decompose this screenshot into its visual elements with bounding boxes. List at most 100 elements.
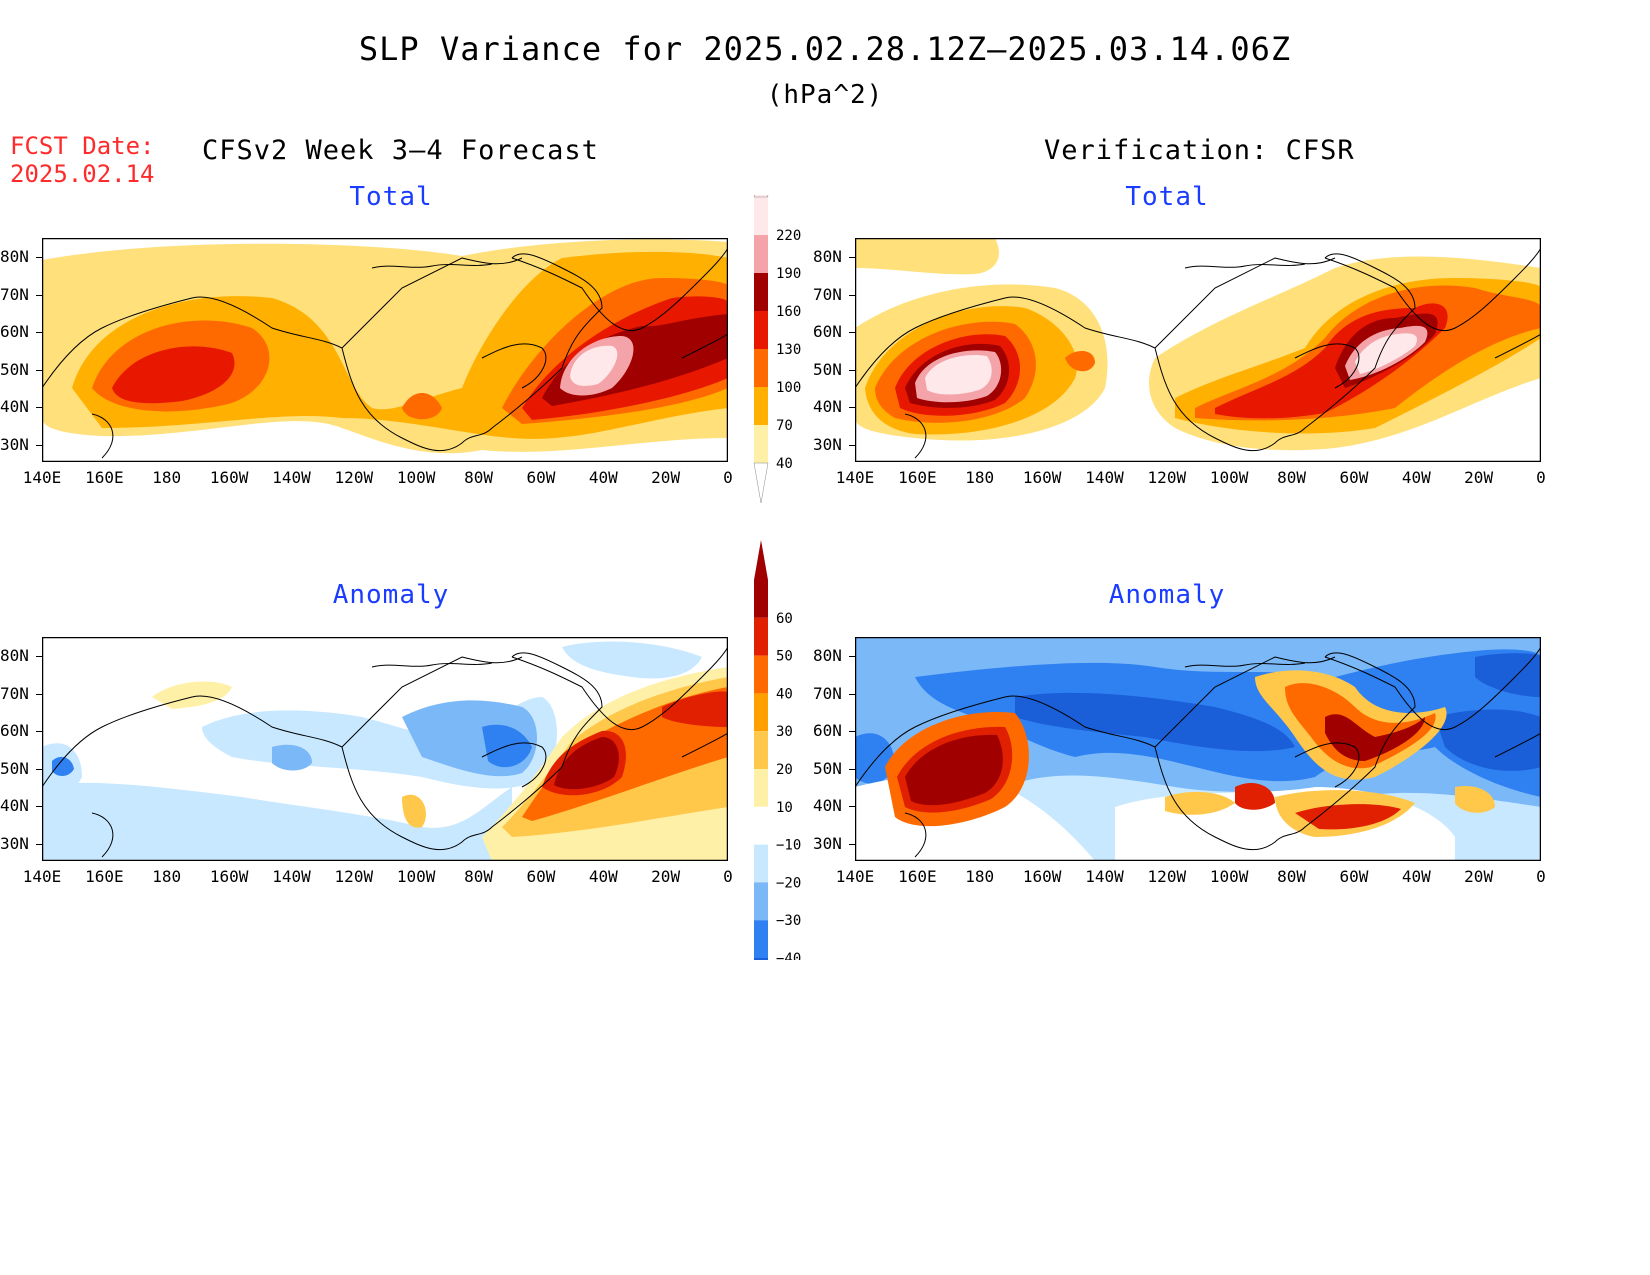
colorbar-anomaly-swatch <box>754 655 768 694</box>
map-forecast-anomaly <box>42 637 728 861</box>
colorbar-total-swatch <box>754 311 768 349</box>
colorbar-total-label: 190 <box>776 266 801 282</box>
lon-tick-label: 160E <box>85 867 124 886</box>
colorbar-anomaly-swatch <box>754 844 768 883</box>
variance-shading <box>42 239 728 454</box>
lat-tick-mark <box>849 843 855 845</box>
lat-tick-label: 40N <box>0 397 29 416</box>
lon-tick-label: 140E <box>835 867 875 886</box>
lat-tick-mark <box>36 656 42 657</box>
lon-tick-label: 100W <box>396 867 436 886</box>
lat-tick-mark <box>849 806 855 807</box>
lat-tick-label: 40N <box>813 796 842 815</box>
lat-tick-mark <box>36 731 42 732</box>
lat-tick-label: 40N <box>813 397 842 416</box>
forecast-header: CFSv2 Week 3‒4 Forecast <box>202 135 599 166</box>
lat-tick-mark <box>849 332 855 333</box>
colorbar-total-label: 40 <box>776 456 793 472</box>
lon-tick-label: 120W <box>1147 468 1187 487</box>
figure-title: SLP Variance for 2025.02.28.12Z‒2025.03.… <box>358 30 1292 68</box>
colorbar-anomaly-label: 60 <box>776 611 793 627</box>
lat-tick-mark <box>36 444 42 446</box>
lon-tick-label: 180 <box>152 867 182 886</box>
lat-tick-mark <box>36 332 42 333</box>
lon-tick-label: 20W <box>1464 468 1494 487</box>
colorbar-total-label: 70 <box>776 418 793 434</box>
lon-tick-label: 180 <box>152 468 182 487</box>
lat-tick-label: 60N <box>0 721 29 740</box>
lon-tick-label: 60W <box>526 867 556 886</box>
lat-tick-mark <box>36 369 42 371</box>
colorbar-total-swatch <box>754 425 768 463</box>
colorbar-total-swatch <box>754 235 768 273</box>
lon-tick-label: 120W <box>334 867 374 886</box>
lon-tick-label: 20W <box>651 867 681 886</box>
colorbar-total-arrow-bottom <box>753 462 769 504</box>
lat-tick-label: 60N <box>0 322 29 341</box>
lat-tick-label: 60N <box>813 721 842 740</box>
lat-tick-mark <box>36 843 42 845</box>
lat-tick-label: 50N <box>813 758 842 778</box>
lat-tick-label: 30N <box>0 434 29 454</box>
colorbar-total-swatch <box>754 349 768 387</box>
colorbar-anomaly-swatch <box>754 580 768 618</box>
colorbar-total-label: 220 <box>776 228 801 244</box>
colorbar-total-label: 160 <box>776 304 801 320</box>
lon-tick-label: 160W <box>1022 468 1062 487</box>
panel-title-forecast-total: Total <box>349 182 433 212</box>
lon-tick-label: 20W <box>1464 867 1494 886</box>
colorbar-anomaly-swatch <box>754 882 768 921</box>
lon-tick-label: 80W <box>1277 468 1306 487</box>
colorbar-anomaly-swatch <box>754 769 768 807</box>
lat-tick-label: 50N <box>813 359 842 379</box>
lat-tick-label: 70N <box>813 284 842 304</box>
lat-tick-label: 60N <box>813 322 842 341</box>
lon-tick-label: 0 <box>1536 468 1546 487</box>
anomaly-shading <box>855 637 1541 861</box>
map-verification-anomaly <box>855 637 1541 861</box>
lat-tick-label: 30N <box>813 434 842 454</box>
lon-tick-label: 160E <box>898 468 937 487</box>
lon-tick-label: 40W <box>1401 867 1431 886</box>
colorbar-total: 40 70 100 130 160 190 220 <box>753 195 801 504</box>
lat-tick-mark <box>36 693 42 695</box>
lon-tick-label: 100W <box>1209 468 1249 487</box>
lat-tick-mark <box>36 294 42 296</box>
lat-tick-label: 30N <box>813 833 842 853</box>
lon-tick-label: 140W <box>272 468 311 487</box>
variance-shading <box>855 238 1541 451</box>
lon-tick-label: 80W <box>1277 867 1306 886</box>
lat-tick-label: 80N <box>0 646 29 665</box>
lat-tick-label: 70N <box>0 284 29 304</box>
colorbar-anomaly-swatch <box>754 731 768 769</box>
lat-tick-label: 50N <box>0 758 29 778</box>
lon-tick-label: 0 <box>723 468 733 487</box>
figure-units: (hPa^2) <box>766 80 884 110</box>
verification-header: Verification: CFSR <box>1044 135 1355 166</box>
colorbar-anomaly-label: 20 <box>776 762 793 778</box>
lon-tick-label: 120W <box>334 468 374 487</box>
colorbar-anomaly-label: 40 <box>776 686 793 702</box>
lon-tick-label: 40W <box>588 468 618 487</box>
colorbar-total-label: 100 <box>776 380 801 396</box>
lon-tick-label: 140E <box>835 468 875 487</box>
lon-tick-label: 100W <box>1209 867 1249 886</box>
colorbar-anomaly-swatch <box>754 693 768 732</box>
colorbar-anomaly-swatch <box>754 617 768 656</box>
lat-tick-mark <box>36 257 42 258</box>
lat-tick-mark <box>849 294 855 296</box>
anomaly-shading <box>42 641 728 861</box>
lat-tick-label: 70N <box>0 683 29 703</box>
lon-tick-label: 160E <box>85 468 124 487</box>
coastlines <box>42 646 728 858</box>
colorbar-anomaly-label: −40 <box>776 951 801 960</box>
lon-tick-label: 180 <box>965 468 995 487</box>
lon-tick-label: 140E <box>22 468 62 487</box>
lat-tick-mark <box>849 656 855 657</box>
colorbar-anomaly-swatch <box>754 920 768 958</box>
lon-tick-label: 100W <box>396 468 436 487</box>
lon-tick-label: 160W <box>209 468 249 487</box>
lat-tick-label: 70N <box>813 683 842 703</box>
colorbar-total-arrow-top <box>753 195 769 198</box>
lon-tick-label: 80W <box>464 867 493 886</box>
